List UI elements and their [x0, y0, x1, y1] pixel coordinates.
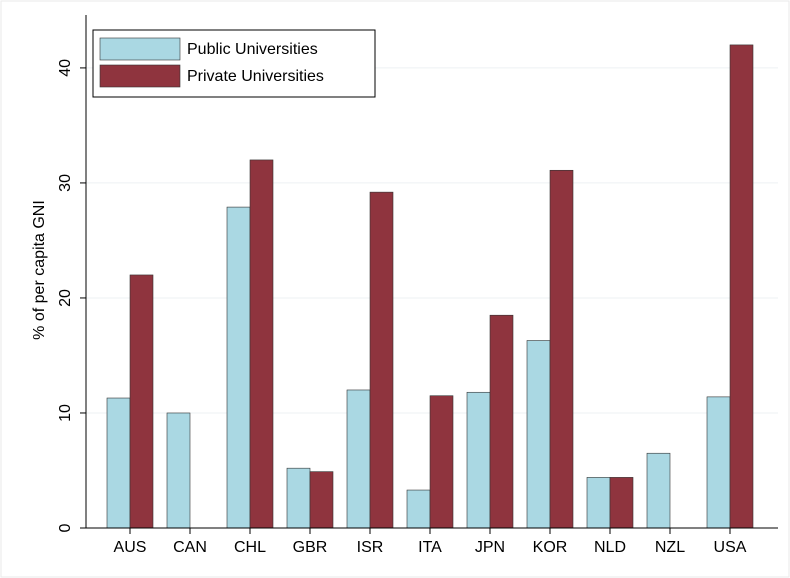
- y-tick-label: 0: [57, 523, 74, 532]
- x-tick-label: ITA: [418, 539, 442, 556]
- x-tick-label: CHL: [234, 539, 266, 556]
- x-tick-label: GBR: [293, 539, 328, 556]
- bar: [729, 44, 754, 529]
- bar: [609, 477, 634, 529]
- bar: [249, 159, 274, 529]
- x-tick-label: ISR: [357, 539, 384, 556]
- legend-swatch: [99, 64, 181, 88]
- y-tick-label: 30: [57, 174, 74, 192]
- bar: [706, 396, 731, 529]
- y-tick-label: 20: [57, 289, 74, 307]
- bar: [586, 477, 611, 529]
- x-tick-label: AUS: [114, 539, 147, 556]
- x-tick-label: NZL: [655, 539, 685, 556]
- x-tick-label: CAN: [173, 539, 207, 556]
- legend-swatch: [99, 37, 181, 61]
- bar: [526, 340, 551, 529]
- bar: [106, 397, 131, 529]
- bar: [309, 471, 334, 529]
- bar: [429, 395, 454, 529]
- legend-label: Private Universities: [187, 68, 324, 85]
- y-tick-label: 10: [57, 404, 74, 422]
- bar: [129, 274, 154, 529]
- bar: [369, 191, 394, 529]
- x-tick-label: KOR: [533, 539, 568, 556]
- bar: [346, 389, 371, 529]
- bar: [286, 467, 311, 529]
- x-tick-label: USA: [714, 539, 747, 556]
- y-tick-label: 40: [57, 59, 74, 77]
- bar: [406, 489, 431, 529]
- y-axis-label: % of per capita GNI: [31, 200, 48, 340]
- bar: [549, 169, 574, 529]
- bar: [166, 412, 191, 529]
- bar: [466, 391, 491, 529]
- bar: [646, 452, 671, 529]
- bar: [489, 314, 514, 529]
- x-tick-label: NLD: [594, 539, 626, 556]
- legend-label: Public Universities: [187, 41, 318, 58]
- bar: [226, 206, 251, 529]
- x-tick-label: JPN: [475, 539, 505, 556]
